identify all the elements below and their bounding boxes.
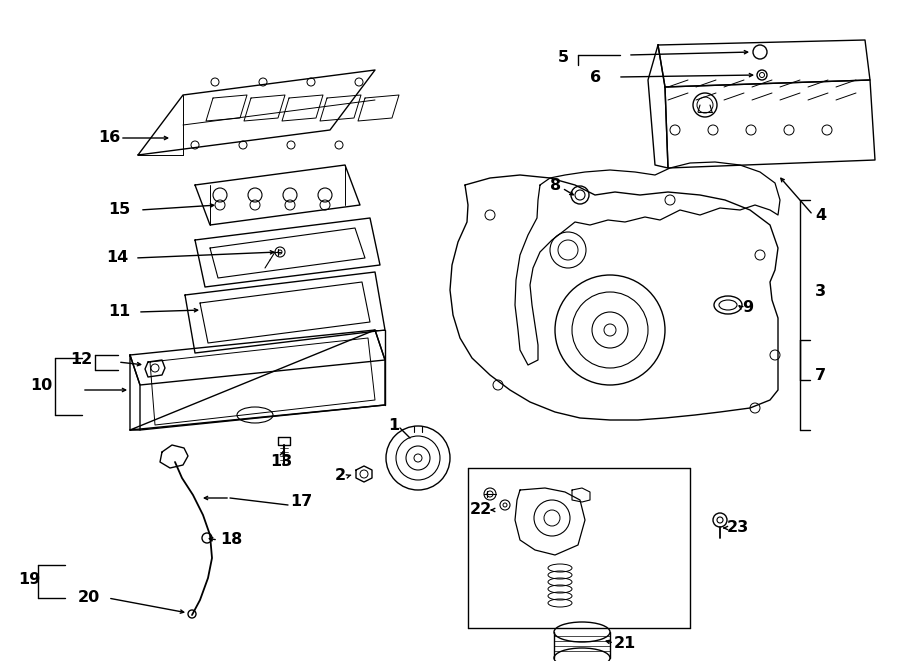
Text: 9: 9: [742, 301, 753, 315]
Text: 21: 21: [614, 635, 636, 650]
Text: 7: 7: [815, 368, 826, 383]
Text: 17: 17: [290, 494, 312, 510]
Text: 22: 22: [470, 502, 492, 518]
Text: 5: 5: [558, 50, 569, 65]
Text: 23: 23: [727, 520, 749, 535]
Text: 4: 4: [815, 208, 826, 223]
Text: 16: 16: [98, 130, 121, 145]
Text: 13: 13: [270, 455, 292, 469]
Text: 8: 8: [550, 178, 561, 192]
Text: 1: 1: [388, 418, 399, 432]
Text: 14: 14: [106, 251, 128, 266]
Text: 3: 3: [815, 284, 826, 299]
Text: 6: 6: [590, 69, 601, 85]
Text: 18: 18: [220, 533, 242, 547]
Text: 10: 10: [30, 377, 52, 393]
Text: 19: 19: [18, 572, 40, 588]
Text: 11: 11: [108, 305, 130, 319]
Text: 15: 15: [108, 202, 130, 217]
Text: 2: 2: [335, 469, 346, 483]
Text: 12: 12: [70, 352, 92, 368]
Circle shape: [753, 45, 767, 59]
Text: 20: 20: [78, 590, 100, 605]
